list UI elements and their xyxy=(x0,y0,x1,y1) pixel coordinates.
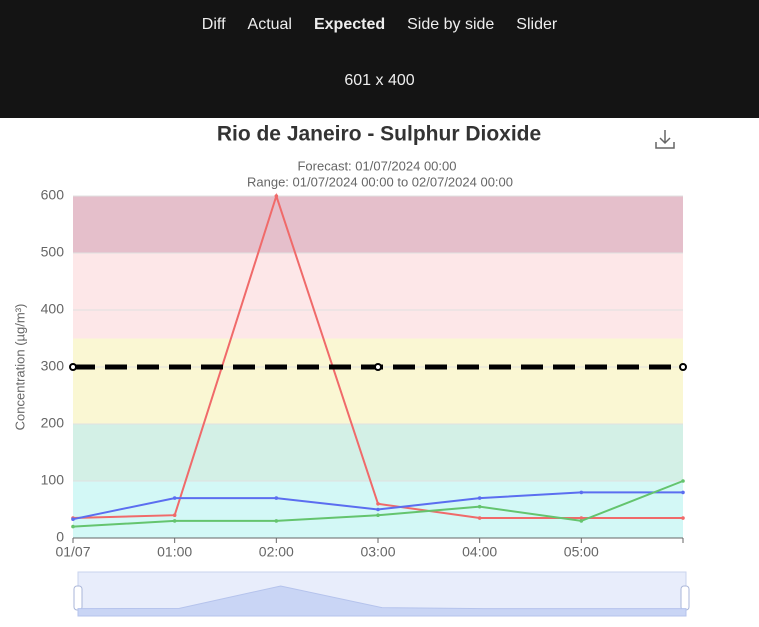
y-tick-label: 500 xyxy=(41,244,65,260)
tabs: Diff Actual Expected Side by side Slider xyxy=(0,16,759,34)
band xyxy=(73,338,683,424)
point xyxy=(681,516,685,520)
subtitle: Range: 01/07/2024 00:00 to 02/07/2024 00… xyxy=(247,174,513,189)
threshold-marker xyxy=(679,363,687,371)
tab[interactable]: Expected xyxy=(313,16,386,33)
y-tick-label: 300 xyxy=(41,358,65,374)
threshold-marker xyxy=(374,363,382,371)
point xyxy=(579,519,584,523)
band xyxy=(73,196,683,253)
chart-title: Rio de Janeiro - Sulphur Dioxide xyxy=(217,123,541,146)
band xyxy=(73,253,683,339)
tab[interactable]: Side by side xyxy=(407,16,495,33)
point xyxy=(172,513,177,517)
tab[interactable]: Actual xyxy=(247,16,292,33)
zoom-handle[interactable] xyxy=(680,585,690,611)
download-glyph[interactable] xyxy=(655,130,675,149)
x-tick-label: 01:00 xyxy=(157,544,192,560)
point xyxy=(376,507,380,512)
point xyxy=(376,513,380,517)
y-tick-label: 200 xyxy=(41,415,65,431)
y-tick-label: 0 xyxy=(56,529,64,545)
x-tick-label: 05:00 xyxy=(564,544,599,560)
image-size: 601 x 400 xyxy=(344,72,415,89)
y-tick-label: 600 xyxy=(41,187,65,203)
zoom-preview xyxy=(77,585,687,617)
point xyxy=(172,519,177,523)
point xyxy=(681,490,685,495)
point xyxy=(477,496,482,500)
point xyxy=(274,496,279,500)
toolbar: Diff Actual Expected Side by side Slider 601… xyxy=(0,0,759,118)
tab[interactable]: Diff xyxy=(201,16,226,33)
point xyxy=(274,194,279,198)
point xyxy=(274,519,279,523)
y-tick-label: 100 xyxy=(41,472,65,488)
x-tick-label: 04:00 xyxy=(462,544,497,560)
point xyxy=(376,502,380,506)
point xyxy=(71,517,75,521)
point xyxy=(477,516,482,520)
zoom-handle[interactable] xyxy=(73,585,83,611)
point xyxy=(579,490,584,495)
y-tick-label: 400 xyxy=(41,301,65,317)
threshold-marker xyxy=(69,363,77,371)
point xyxy=(579,516,584,520)
chart: Rio de Janeiro - Sulphur Dioxide Forecas… xyxy=(12,123,690,617)
x-tick-label: 01/07 xyxy=(55,544,90,560)
point xyxy=(477,504,482,509)
point xyxy=(71,524,75,529)
y-axis-label: Concentration (µg/m³) xyxy=(12,304,27,431)
x-tick-label: 02:00 xyxy=(259,544,294,560)
tab[interactable]: Slider xyxy=(516,16,558,33)
subtitle: Forecast: 01/07/2024 00:00 xyxy=(297,158,456,173)
point xyxy=(681,479,685,483)
download-icon[interactable] xyxy=(655,130,675,149)
point xyxy=(172,496,177,500)
x-tick-label: 03:00 xyxy=(360,544,395,560)
band xyxy=(73,424,683,481)
